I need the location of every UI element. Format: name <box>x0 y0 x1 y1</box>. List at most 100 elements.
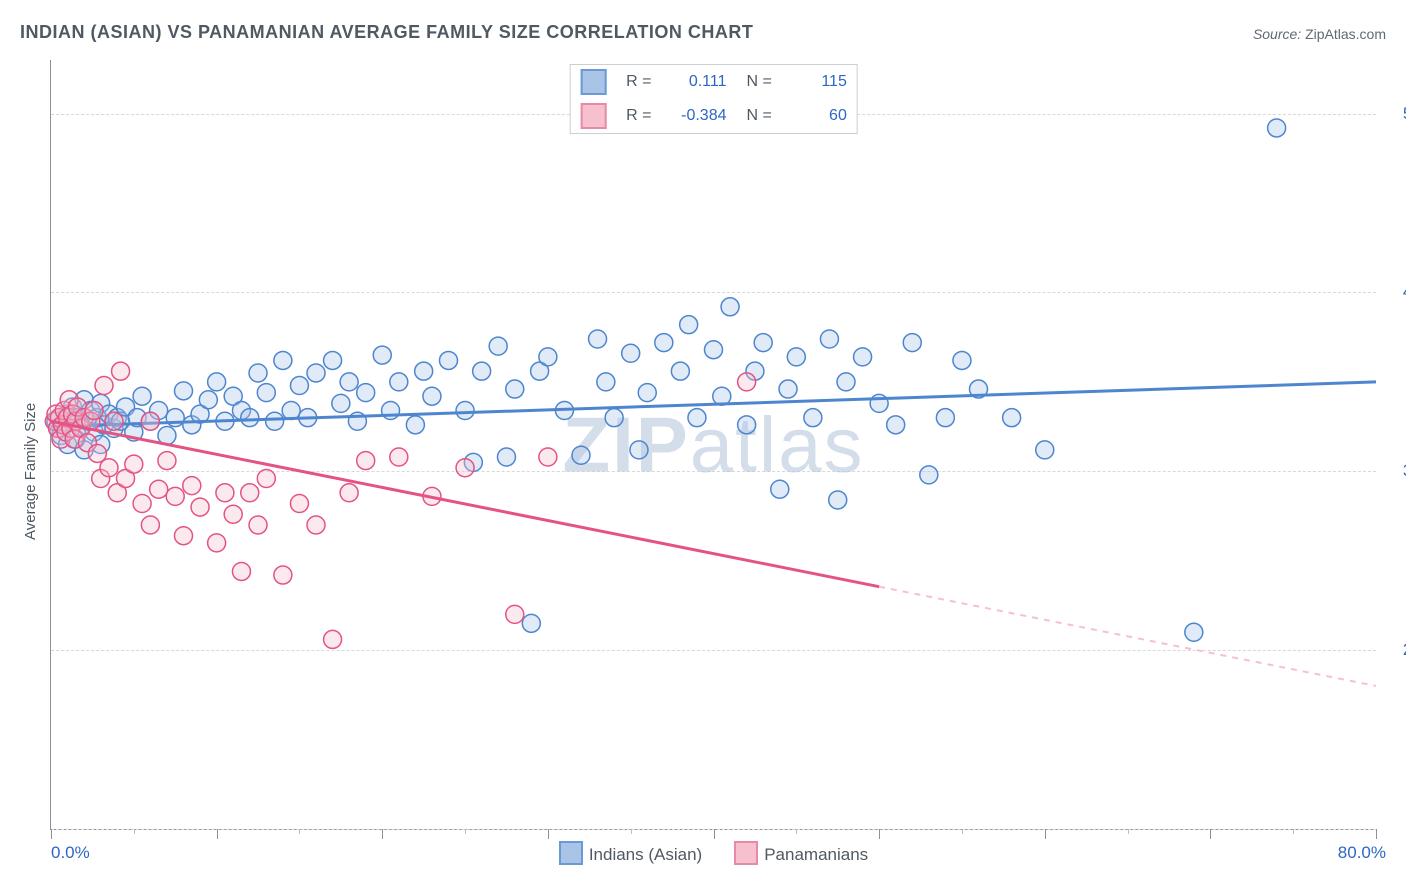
data-point <box>630 441 648 459</box>
data-point <box>655 334 673 352</box>
data-point <box>324 351 342 369</box>
data-point <box>166 487 184 505</box>
data-point <box>290 376 308 394</box>
data-point <box>199 391 217 409</box>
data-point <box>1003 409 1021 427</box>
x-tick-major <box>51 829 52 839</box>
data-point <box>266 412 284 430</box>
data-point <box>390 373 408 391</box>
data-point <box>175 527 193 545</box>
data-point <box>274 351 292 369</box>
data-point <box>85 402 103 420</box>
trend-line <box>51 382 1376 427</box>
data-point <box>829 491 847 509</box>
data-point <box>257 384 275 402</box>
data-point <box>572 446 590 464</box>
legend-n-label: N = <box>737 99 782 133</box>
data-point <box>249 516 267 534</box>
data-point <box>208 534 226 552</box>
legend-r-value: 0.111 <box>662 65 737 99</box>
x-tick-minor <box>1293 829 1294 834</box>
data-point <box>754 334 772 352</box>
legend-n-value: 115 <box>782 65 857 99</box>
trend-line-extrapolated <box>879 587 1376 686</box>
legend-row: R =-0.384N =60 <box>570 99 857 133</box>
data-point <box>680 316 698 334</box>
data-point <box>837 373 855 391</box>
x-tick-minor <box>962 829 963 834</box>
data-point <box>903 334 921 352</box>
x-tick-major <box>1376 829 1377 839</box>
source-value: ZipAtlas.com <box>1305 26 1386 42</box>
data-point <box>506 380 524 398</box>
x-tick-minor <box>465 829 466 834</box>
data-point <box>390 448 408 466</box>
data-point <box>539 448 557 466</box>
data-point <box>522 614 540 632</box>
data-point <box>771 480 789 498</box>
data-point <box>506 605 524 623</box>
data-point <box>274 566 292 584</box>
legend-label: Panamanians <box>764 845 868 864</box>
data-point <box>473 362 491 380</box>
data-point <box>340 373 358 391</box>
data-point <box>440 351 458 369</box>
data-point <box>357 452 375 470</box>
data-point <box>141 412 159 430</box>
data-point <box>105 412 123 430</box>
legend-n-label: N = <box>737 65 782 99</box>
legend-r-label: R = <box>616 99 661 133</box>
data-point <box>307 516 325 534</box>
data-point <box>307 364 325 382</box>
legend-r-value: -0.384 <box>662 99 737 133</box>
chart-plot-area: ZIPatlas R =0.111N =115R =-0.384N =60 0.… <box>50 60 1376 830</box>
data-point <box>787 348 805 366</box>
data-point <box>688 409 706 427</box>
data-point <box>497 448 515 466</box>
data-point <box>158 452 176 470</box>
data-point <box>638 384 656 402</box>
source-credit: Source: ZipAtlas.com <box>1253 26 1386 42</box>
data-point <box>887 416 905 434</box>
x-tick-major <box>1210 829 1211 839</box>
data-point <box>324 630 342 648</box>
x-tick-major <box>382 829 383 839</box>
data-point <box>100 459 118 477</box>
data-point <box>779 380 797 398</box>
data-point <box>125 455 143 473</box>
data-point <box>249 364 267 382</box>
y-tick-label: 2.00 <box>1386 640 1406 660</box>
legend-swatch <box>580 69 606 95</box>
correlation-legend: R =0.111N =115R =-0.384N =60 <box>569 64 858 134</box>
data-point <box>854 348 872 366</box>
data-point <box>456 402 474 420</box>
source-label: Source: <box>1253 26 1301 42</box>
y-tick-label: 5.00 <box>1386 104 1406 124</box>
data-point <box>216 484 234 502</box>
legend-row: R =0.111N =115 <box>570 65 857 99</box>
data-point <box>622 344 640 362</box>
chart-svg <box>51 60 1376 829</box>
legend-label: Indians (Asian) <box>589 845 702 864</box>
data-point <box>241 484 259 502</box>
x-tick-major <box>1045 829 1046 839</box>
data-point <box>406 416 424 434</box>
data-point <box>208 373 226 391</box>
data-point <box>357 384 375 402</box>
data-point <box>456 459 474 477</box>
data-point <box>820 330 838 348</box>
data-point <box>1268 119 1286 137</box>
data-point <box>112 362 130 380</box>
data-point <box>671 362 689 380</box>
data-point <box>804 409 822 427</box>
legend-item: Panamanians <box>734 841 868 865</box>
data-point <box>332 394 350 412</box>
data-point <box>597 373 615 391</box>
data-point <box>141 516 159 534</box>
y-axis-label: Average Family Size <box>22 403 39 540</box>
x-tick-minor <box>299 829 300 834</box>
series-legend: Indians (Asian) Panamanians <box>51 841 1376 865</box>
data-point <box>1036 441 1054 459</box>
data-point <box>175 382 193 400</box>
data-point <box>489 337 507 355</box>
